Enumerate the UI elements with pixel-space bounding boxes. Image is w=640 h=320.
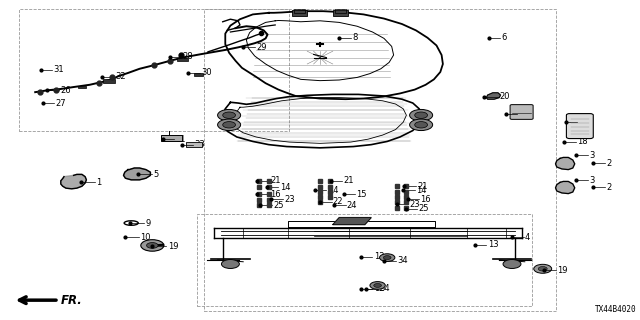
Text: 20: 20	[499, 92, 509, 101]
Text: 30: 30	[201, 68, 212, 77]
Text: 32: 32	[115, 72, 126, 81]
Text: TX44B4020: TX44B4020	[595, 305, 637, 314]
Text: 21: 21	[270, 176, 280, 185]
Bar	[103, 79, 115, 83]
Text: 17: 17	[579, 118, 589, 127]
Text: 19: 19	[557, 266, 567, 275]
Text: 31: 31	[54, 65, 65, 74]
Text: 23: 23	[284, 195, 295, 204]
Polygon shape	[61, 174, 86, 189]
Bar	[294, 9, 305, 13]
Text: 14: 14	[328, 186, 338, 195]
Text: 5: 5	[154, 170, 159, 179]
Circle shape	[534, 264, 552, 273]
Circle shape	[410, 119, 433, 131]
Text: 24: 24	[347, 201, 357, 210]
Text: 7: 7	[518, 110, 524, 119]
Text: 25: 25	[273, 201, 284, 210]
Text: 16: 16	[270, 190, 281, 199]
Text: 29: 29	[256, 43, 266, 52]
Circle shape	[383, 256, 391, 260]
Circle shape	[223, 112, 236, 118]
Text: 11: 11	[175, 135, 186, 144]
Text: 2: 2	[606, 159, 611, 168]
Text: 14: 14	[416, 186, 426, 195]
Polygon shape	[486, 93, 500, 99]
Text: 15: 15	[356, 190, 367, 199]
Text: 19: 19	[168, 242, 178, 251]
Text: 21: 21	[417, 182, 428, 191]
Text: 28: 28	[182, 52, 193, 61]
Circle shape	[223, 122, 236, 128]
Bar	[194, 73, 203, 76]
Text: 12: 12	[374, 252, 384, 261]
Text: 25: 25	[419, 204, 429, 213]
Polygon shape	[556, 157, 575, 170]
Bar	[78, 86, 86, 88]
Circle shape	[503, 260, 521, 268]
Circle shape	[415, 122, 428, 128]
Text: 23: 23	[410, 200, 420, 209]
Circle shape	[370, 282, 385, 289]
Text: 14: 14	[280, 183, 290, 192]
Text: 34: 34	[379, 284, 390, 293]
Circle shape	[410, 109, 433, 121]
Text: 10: 10	[140, 233, 150, 242]
Bar	[292, 10, 307, 16]
Text: 21: 21	[344, 176, 354, 185]
Bar	[333, 10, 348, 16]
Text: 12: 12	[374, 284, 384, 293]
Text: 3: 3	[589, 176, 594, 185]
Text: 6: 6	[502, 33, 507, 42]
Text: FR.: FR.	[61, 294, 83, 307]
Circle shape	[141, 240, 164, 251]
Circle shape	[221, 260, 239, 268]
Text: 4: 4	[525, 233, 530, 242]
Text: 27: 27	[56, 99, 67, 108]
FancyBboxPatch shape	[566, 114, 593, 139]
Bar	[335, 9, 346, 13]
Bar	[186, 142, 202, 147]
Text: 34: 34	[397, 256, 408, 265]
Text: 26: 26	[60, 86, 71, 95]
Text: 22: 22	[333, 197, 343, 206]
Text: 9: 9	[145, 219, 150, 228]
Circle shape	[218, 109, 241, 121]
Text: 8: 8	[352, 33, 357, 42]
Text: 18: 18	[577, 137, 588, 146]
Polygon shape	[124, 168, 150, 180]
Text: 3: 3	[589, 151, 594, 160]
Bar	[161, 135, 182, 141]
Circle shape	[415, 112, 428, 118]
Text: 2: 2	[606, 183, 611, 192]
Text: 16: 16	[420, 195, 431, 204]
Circle shape	[380, 254, 395, 261]
Text: 1: 1	[96, 178, 101, 187]
FancyBboxPatch shape	[510, 105, 533, 119]
Polygon shape	[556, 181, 575, 194]
Text: 13: 13	[488, 240, 499, 249]
Polygon shape	[333, 218, 371, 225]
Circle shape	[147, 243, 158, 248]
Text: 33: 33	[195, 140, 205, 149]
Circle shape	[374, 284, 381, 287]
Circle shape	[538, 267, 547, 271]
Circle shape	[218, 119, 241, 131]
Bar	[177, 58, 188, 61]
